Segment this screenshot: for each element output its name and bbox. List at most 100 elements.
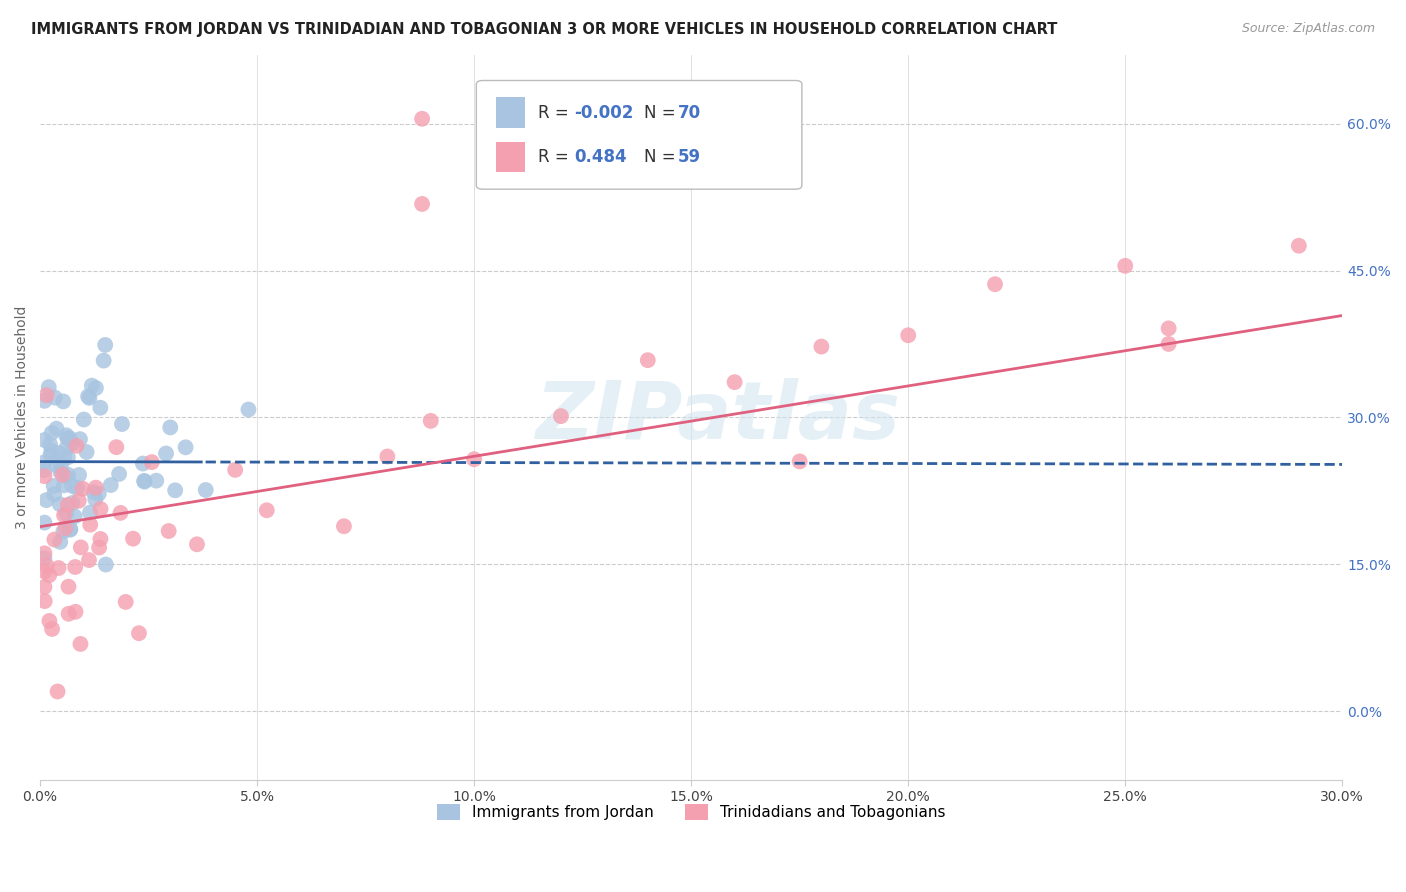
Point [65, 605, 87, 619]
Point [38, 568, 60, 582]
Point [53, 469, 76, 483]
Point [134, 474, 156, 488]
Point [39, 448, 62, 462]
Point [157, 524, 180, 538]
FancyBboxPatch shape [477, 80, 801, 189]
Point [44, 533, 66, 547]
Point [174, 440, 197, 454]
Point [34, 546, 56, 560]
Point [375, 450, 398, 464]
Point [34, 565, 56, 579]
Point [134, 475, 156, 489]
Point [145, 474, 167, 488]
Point [55, 428, 77, 442]
Point [111, 417, 134, 431]
Point [84, 381, 107, 395]
Point [984, 277, 1007, 292]
Point [56, 432, 79, 446]
Text: ZIPatlas: ZIPatlas [534, 378, 900, 457]
Point [53, 450, 76, 464]
Point [89, 532, 111, 546]
Point [87, 541, 110, 555]
Point [789, 454, 811, 468]
Y-axis label: 3 or more Vehicles in Household: 3 or more Vehicles in Household [15, 306, 30, 529]
Point [39, 437, 62, 451]
Point [35, 388, 58, 402]
Point [132, 457, 155, 471]
Text: Source: ZipAtlas.com: Source: ZipAtlas.com [1241, 22, 1375, 36]
Point [411, 197, 433, 211]
Point [34, 393, 56, 408]
Point [333, 519, 356, 533]
Point [35, 558, 58, 573]
Point [34, 516, 56, 530]
Point [89, 502, 111, 516]
Point [56, 450, 79, 465]
Point [44, 487, 66, 501]
Text: 59: 59 [678, 148, 702, 166]
Point [34, 433, 56, 447]
Point [63, 509, 86, 524]
Point [63, 560, 86, 574]
Point [1157, 337, 1180, 351]
Legend: Immigrants from Jordan, Trinidadians and Tobagonians: Immigrants from Jordan, Trinidadians and… [432, 798, 952, 826]
Text: R =: R = [537, 103, 568, 121]
Point [77, 553, 100, 567]
Point [550, 409, 572, 424]
Point [69, 432, 91, 446]
Point [66, 481, 89, 495]
Point [46, 684, 69, 698]
Point [52, 524, 75, 539]
Point [34, 469, 56, 483]
Point [411, 112, 433, 126]
Point [34, 594, 56, 608]
Point [114, 595, 136, 609]
Point [35, 493, 58, 508]
Point [69, 541, 91, 555]
Point [810, 340, 832, 354]
Point [48, 561, 70, 575]
Point [65, 439, 87, 453]
Point [122, 532, 145, 546]
Point [49, 534, 72, 549]
Point [58, 580, 80, 594]
Point [100, 478, 122, 492]
Point [419, 414, 441, 428]
Point [84, 481, 107, 495]
Point [83, 485, 105, 500]
Point [80, 378, 103, 392]
Point [224, 463, 246, 477]
Point [128, 626, 150, 640]
Point [34, 455, 56, 469]
Point [159, 420, 181, 434]
Point [60, 436, 83, 450]
Point [49, 458, 72, 473]
Point [55, 441, 77, 455]
FancyBboxPatch shape [496, 97, 524, 128]
Point [110, 506, 132, 520]
Point [60, 479, 83, 493]
Point [89, 401, 111, 415]
Point [41, 622, 63, 636]
Point [73, 412, 96, 426]
Point [94, 338, 117, 352]
Text: 70: 70 [678, 103, 702, 121]
Point [52, 467, 75, 482]
Point [55, 507, 77, 521]
Point [463, 452, 485, 467]
Point [141, 455, 163, 469]
Point [165, 483, 187, 498]
Point [45, 458, 67, 472]
Point [48, 446, 70, 460]
Point [77, 389, 100, 403]
Point [53, 521, 76, 535]
Point [45, 422, 67, 436]
Point [1288, 238, 1310, 252]
Point [59, 523, 82, 537]
Point [53, 508, 76, 523]
Point [723, 375, 745, 389]
Text: N =: N = [644, 103, 676, 121]
Point [44, 391, 66, 405]
Point [49, 497, 72, 511]
Point [38, 614, 60, 628]
